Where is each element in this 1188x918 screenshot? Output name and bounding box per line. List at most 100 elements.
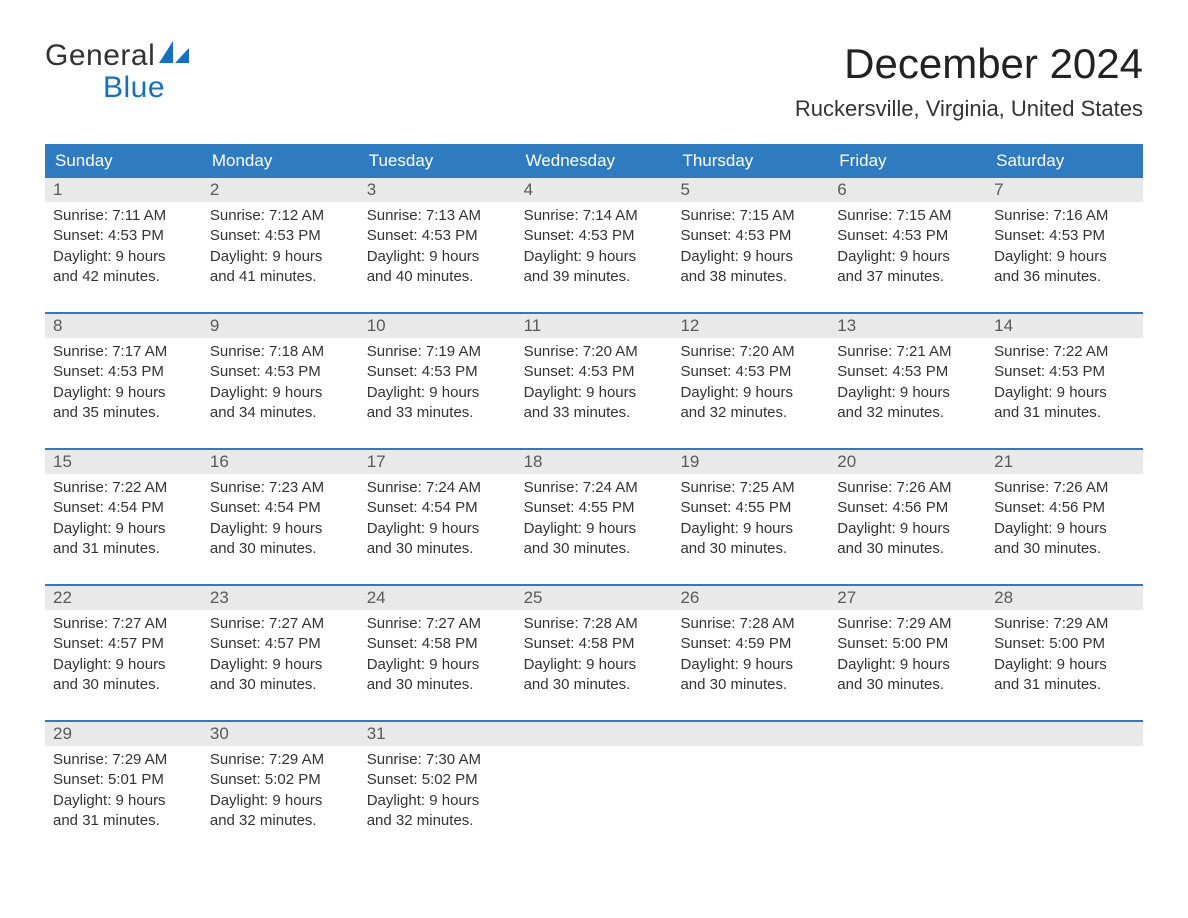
day-details: Sunrise: 7:12 AMSunset: 4:53 PMDaylight:…: [202, 202, 359, 293]
sunset-line: Sunset: 4:55 PM: [680, 498, 821, 518]
day-number: 15: [45, 450, 202, 474]
day-number: [516, 722, 673, 746]
day-number: 22: [45, 586, 202, 610]
daylight-line-1: Daylight: 9 hours: [367, 791, 508, 811]
day-number: 2: [202, 178, 359, 202]
daylight-line-1: Daylight: 9 hours: [524, 383, 665, 403]
day-number: 16: [202, 450, 359, 474]
sunrise-line: Sunrise: 7:19 AM: [367, 342, 508, 362]
calendar: SundayMondayTuesdayWednesdayThursdayFrid…: [45, 144, 1143, 840]
sunset-line: Sunset: 4:54 PM: [53, 498, 194, 518]
daylight-line-2: and 30 minutes.: [524, 539, 665, 559]
daylight-line-1: Daylight: 9 hours: [994, 655, 1135, 675]
day-cell: 22Sunrise: 7:27 AMSunset: 4:57 PMDayligh…: [45, 586, 202, 704]
day-cell: 10Sunrise: 7:19 AMSunset: 4:53 PMDayligh…: [359, 314, 516, 432]
day-number: 9: [202, 314, 359, 338]
day-cell: 25Sunrise: 7:28 AMSunset: 4:58 PMDayligh…: [516, 586, 673, 704]
day-cell: 11Sunrise: 7:20 AMSunset: 4:53 PMDayligh…: [516, 314, 673, 432]
title-block: December 2024 Ruckersville, Virginia, Un…: [795, 40, 1143, 122]
daylight-line-2: and 30 minutes.: [210, 675, 351, 695]
day-cell: 21Sunrise: 7:26 AMSunset: 4:56 PMDayligh…: [986, 450, 1143, 568]
day-details: Sunrise: 7:13 AMSunset: 4:53 PMDaylight:…: [359, 202, 516, 293]
daylight-line-1: Daylight: 9 hours: [524, 247, 665, 267]
day-details: Sunrise: 7:18 AMSunset: 4:53 PMDaylight:…: [202, 338, 359, 429]
sunset-line: Sunset: 4:56 PM: [837, 498, 978, 518]
daylight-line-1: Daylight: 9 hours: [680, 383, 821, 403]
brand-logo: General Blue: [45, 40, 189, 103]
day-details: Sunrise: 7:27 AMSunset: 4:58 PMDaylight:…: [359, 610, 516, 701]
sunset-line: Sunset: 4:53 PM: [53, 226, 194, 246]
sunrise-line: Sunrise: 7:14 AM: [524, 206, 665, 226]
day-number: 12: [672, 314, 829, 338]
sunset-line: Sunset: 5:02 PM: [367, 770, 508, 790]
daylight-line-1: Daylight: 9 hours: [367, 383, 508, 403]
daylight-line-2: and 32 minutes.: [367, 811, 508, 831]
daylight-line-2: and 40 minutes.: [367, 267, 508, 287]
day-cell: 1Sunrise: 7:11 AMSunset: 4:53 PMDaylight…: [45, 178, 202, 296]
daylight-line-1: Daylight: 9 hours: [680, 655, 821, 675]
daylight-line-2: and 31 minutes.: [994, 675, 1135, 695]
day-details: Sunrise: 7:26 AMSunset: 4:56 PMDaylight:…: [829, 474, 986, 565]
sunrise-line: Sunrise: 7:23 AM: [210, 478, 351, 498]
sunset-line: Sunset: 5:00 PM: [837, 634, 978, 654]
day-cell: 16Sunrise: 7:23 AMSunset: 4:54 PMDayligh…: [202, 450, 359, 568]
sunrise-line: Sunrise: 7:15 AM: [837, 206, 978, 226]
sunrise-line: Sunrise: 7:27 AM: [367, 614, 508, 634]
daylight-line-2: and 30 minutes.: [210, 539, 351, 559]
day-cell: 17Sunrise: 7:24 AMSunset: 4:54 PMDayligh…: [359, 450, 516, 568]
day-cell: 3Sunrise: 7:13 AMSunset: 4:53 PMDaylight…: [359, 178, 516, 296]
sunrise-line: Sunrise: 7:29 AM: [210, 750, 351, 770]
day-details: Sunrise: 7:25 AMSunset: 4:55 PMDaylight:…: [672, 474, 829, 565]
day-details: Sunrise: 7:19 AMSunset: 4:53 PMDaylight:…: [359, 338, 516, 429]
day-cell: 7Sunrise: 7:16 AMSunset: 4:53 PMDaylight…: [986, 178, 1143, 296]
sunset-line: Sunset: 4:53 PM: [210, 226, 351, 246]
days-of-week-header: SundayMondayTuesdayWednesdayThursdayFrid…: [45, 144, 1143, 178]
daylight-line-1: Daylight: 9 hours: [524, 519, 665, 539]
empty-cell: [986, 722, 1143, 840]
sunrise-line: Sunrise: 7:26 AM: [994, 478, 1135, 498]
sunset-line: Sunset: 4:54 PM: [210, 498, 351, 518]
sunrise-line: Sunrise: 7:24 AM: [367, 478, 508, 498]
day-number: 27: [829, 586, 986, 610]
sunrise-line: Sunrise: 7:17 AM: [53, 342, 194, 362]
day-number: 28: [986, 586, 1143, 610]
daylight-line-2: and 39 minutes.: [524, 267, 665, 287]
day-details: Sunrise: 7:22 AMSunset: 4:54 PMDaylight:…: [45, 474, 202, 565]
day-details: Sunrise: 7:30 AMSunset: 5:02 PMDaylight:…: [359, 746, 516, 837]
day-details: Sunrise: 7:26 AMSunset: 4:56 PMDaylight:…: [986, 474, 1143, 565]
week-row: 15Sunrise: 7:22 AMSunset: 4:54 PMDayligh…: [45, 448, 1143, 568]
day-details: Sunrise: 7:29 AMSunset: 5:00 PMDaylight:…: [829, 610, 986, 701]
month-title: December 2024: [795, 40, 1143, 88]
daylight-line-2: and 33 minutes.: [367, 403, 508, 423]
sunset-line: Sunset: 4:53 PM: [367, 362, 508, 382]
daylight-line-2: and 30 minutes.: [367, 675, 508, 695]
empty-cell: [829, 722, 986, 840]
day-cell: 8Sunrise: 7:17 AMSunset: 4:53 PMDaylight…: [45, 314, 202, 432]
day-number: 18: [516, 450, 673, 474]
daylight-line-1: Daylight: 9 hours: [210, 519, 351, 539]
daylight-line-1: Daylight: 9 hours: [53, 247, 194, 267]
week-row: 1Sunrise: 7:11 AMSunset: 4:53 PMDaylight…: [45, 178, 1143, 296]
day-cell: 2Sunrise: 7:12 AMSunset: 4:53 PMDaylight…: [202, 178, 359, 296]
day-cell: 27Sunrise: 7:29 AMSunset: 5:00 PMDayligh…: [829, 586, 986, 704]
day-number: 31: [359, 722, 516, 746]
day-number: 11: [516, 314, 673, 338]
daylight-line-1: Daylight: 9 hours: [680, 247, 821, 267]
week-row: 8Sunrise: 7:17 AMSunset: 4:53 PMDaylight…: [45, 312, 1143, 432]
sunset-line: Sunset: 4:58 PM: [367, 634, 508, 654]
daylight-line-2: and 31 minutes.: [53, 539, 194, 559]
brand-line1: General: [45, 40, 155, 72]
sunrise-line: Sunrise: 7:11 AM: [53, 206, 194, 226]
day-cell: 26Sunrise: 7:28 AMSunset: 4:59 PMDayligh…: [672, 586, 829, 704]
day-details: Sunrise: 7:29 AMSunset: 5:02 PMDaylight:…: [202, 746, 359, 837]
day-details: Sunrise: 7:27 AMSunset: 4:57 PMDaylight:…: [45, 610, 202, 701]
daylight-line-1: Daylight: 9 hours: [837, 247, 978, 267]
daylight-line-2: and 35 minutes.: [53, 403, 194, 423]
daylight-line-1: Daylight: 9 hours: [367, 247, 508, 267]
daylight-line-2: and 34 minutes.: [210, 403, 351, 423]
week-row: 29Sunrise: 7:29 AMSunset: 5:01 PMDayligh…: [45, 720, 1143, 840]
day-details: Sunrise: 7:23 AMSunset: 4:54 PMDaylight:…: [202, 474, 359, 565]
daylight-line-2: and 38 minutes.: [680, 267, 821, 287]
sunrise-line: Sunrise: 7:20 AM: [680, 342, 821, 362]
daylight-line-1: Daylight: 9 hours: [210, 383, 351, 403]
